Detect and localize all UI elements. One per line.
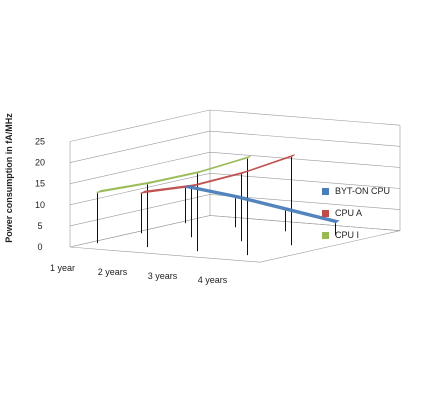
x-tick-label: 3 years bbox=[148, 271, 178, 281]
y-axis-ticks: 0 5 10 15 20 25 bbox=[35, 137, 45, 253]
series-segment bbox=[184, 185, 240, 199]
data-point bbox=[184, 186, 187, 189]
series-segment bbox=[284, 207, 340, 224]
data-point bbox=[96, 191, 99, 194]
gridline bbox=[69, 109, 401, 142]
data-point bbox=[196, 172, 199, 174]
data-point bbox=[246, 157, 249, 159]
series-segment bbox=[234, 195, 290, 211]
legend-swatch bbox=[322, 187, 329, 195]
data-point bbox=[146, 182, 149, 185]
legend-item: CPU A bbox=[322, 202, 418, 224]
x-tick-label: 2 years bbox=[98, 267, 128, 277]
data-point bbox=[290, 155, 293, 158]
y-tick-label: 15 bbox=[35, 179, 45, 189]
gridlines bbox=[69, 109, 401, 248]
gridline bbox=[69, 151, 401, 184]
x-tick-label: 1 year bbox=[50, 263, 75, 273]
legend: BYT-ON CPU CPU A CPU I bbox=[322, 180, 418, 246]
gridline bbox=[69, 215, 401, 248]
gridline bbox=[69, 130, 401, 163]
data-point bbox=[140, 192, 143, 195]
series-layer bbox=[96, 154, 340, 256]
gridline bbox=[69, 194, 401, 227]
legend-label: BYT-ON CPU bbox=[335, 186, 391, 196]
y-tick-label: 5 bbox=[37, 221, 42, 231]
legend-swatch bbox=[322, 231, 329, 239]
legend-item: CPU I bbox=[322, 224, 418, 246]
y-axis-label: Power consumption in fA/MHz bbox=[4, 113, 14, 243]
x-tick-label: 4 years bbox=[198, 275, 228, 285]
legend-item: BYT-ON CPU bbox=[322, 180, 418, 202]
y-tick-label: 10 bbox=[35, 200, 45, 210]
y-tick-label: 25 bbox=[35, 137, 45, 147]
gridline bbox=[69, 172, 401, 206]
data-point bbox=[240, 172, 243, 175]
data-point bbox=[234, 196, 237, 199]
series-segment bbox=[141, 184, 195, 194]
legend-label: CPU I bbox=[335, 230, 360, 240]
series-segment bbox=[197, 155, 251, 174]
series-segment bbox=[97, 181, 151, 193]
legend-label: CPU A bbox=[335, 208, 363, 218]
data-point bbox=[334, 221, 337, 224]
y-tick-label: 20 bbox=[35, 158, 45, 168]
x-axis-ticks: 1 year 2 years 3 years 4 years bbox=[50, 263, 228, 285]
legend-swatch bbox=[322, 209, 329, 217]
series-segment bbox=[241, 154, 295, 175]
y-tick-label: 0 bbox=[37, 242, 42, 252]
data-point bbox=[284, 209, 287, 212]
